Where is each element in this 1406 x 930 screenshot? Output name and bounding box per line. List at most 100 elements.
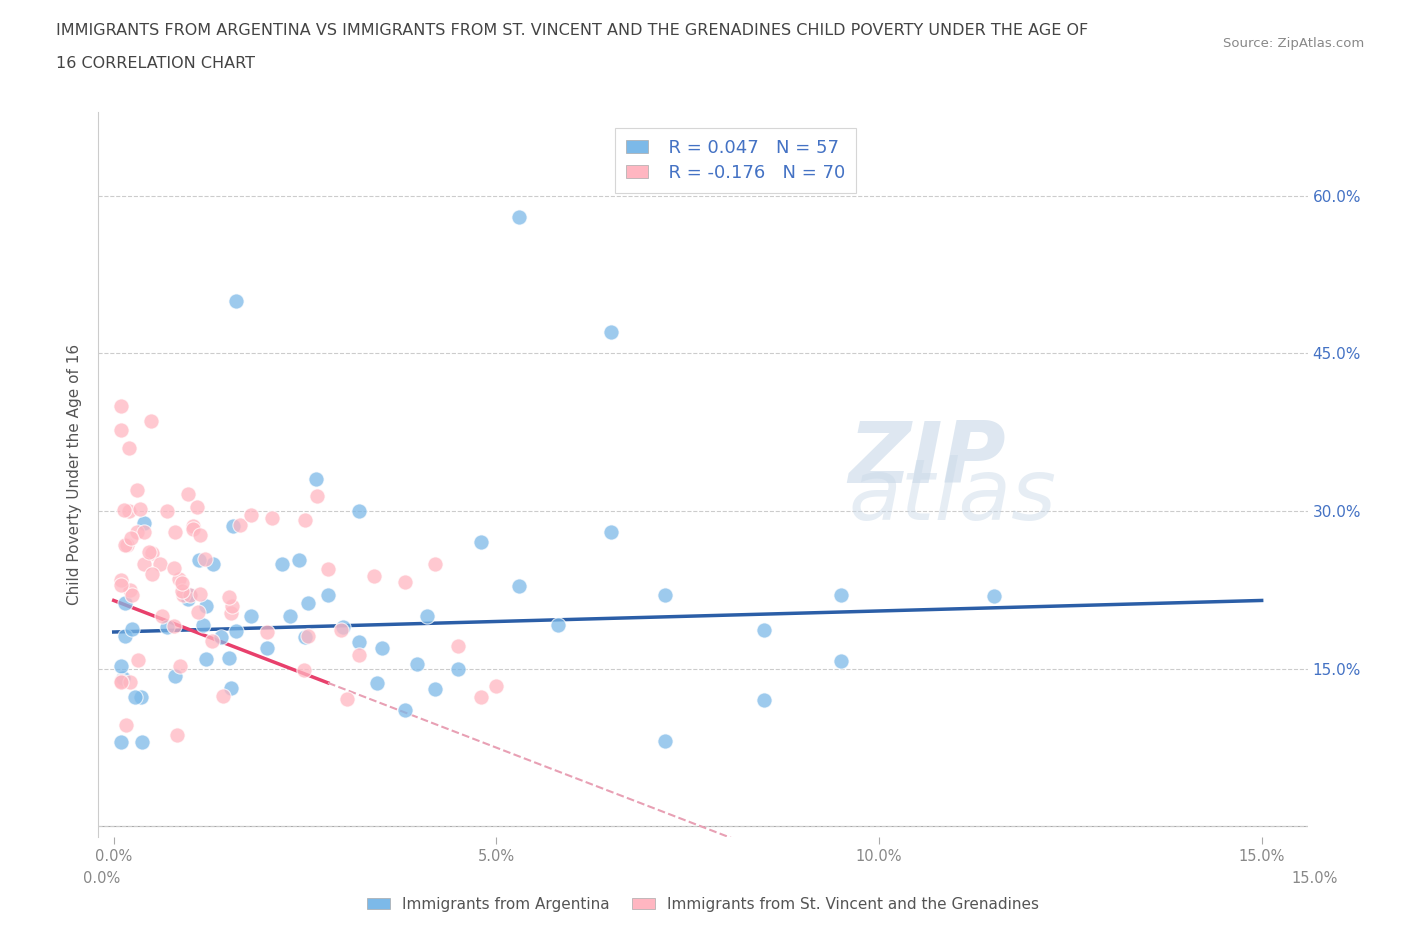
Point [129, 501, 152, 516]
Point [332, 619, 354, 634]
Point [114, 629, 136, 644]
Point [118, 441, 141, 456]
Text: 15.0%: 15.0% [1292, 871, 1337, 886]
Point [111, 671, 134, 685]
Point [172, 588, 194, 603]
Point [125, 483, 148, 498]
Point [447, 639, 470, 654]
Point [485, 678, 508, 693]
Point [163, 618, 186, 633]
Point [347, 504, 370, 519]
Point [218, 590, 240, 604]
Point [176, 486, 198, 501]
Point [110, 735, 132, 750]
Point [179, 588, 201, 603]
Point [110, 674, 132, 689]
Point [288, 552, 311, 567]
Point [754, 623, 776, 638]
Point [138, 545, 160, 560]
Point [347, 634, 370, 649]
Point [209, 630, 232, 644]
Point [150, 609, 173, 624]
Point [221, 519, 243, 534]
Point [125, 525, 148, 539]
Point [172, 583, 194, 598]
Point [110, 399, 132, 414]
Point [370, 641, 392, 656]
Point [167, 572, 190, 587]
Point [406, 657, 429, 671]
Point [114, 595, 136, 610]
Point [139, 414, 162, 429]
Text: atlas: atlas [848, 455, 1056, 538]
Point [121, 621, 143, 636]
Point [114, 538, 136, 552]
Y-axis label: Child Poverty Under the Age of 16: Child Poverty Under the Age of 16 [67, 344, 83, 604]
Text: 0.0%: 0.0% [83, 871, 120, 886]
Point [212, 689, 235, 704]
Point [547, 618, 569, 632]
Point [423, 557, 446, 572]
Point [141, 546, 163, 561]
Point [256, 625, 278, 640]
Point [115, 718, 138, 733]
Point [508, 209, 530, 224]
Point [292, 663, 315, 678]
Point [188, 528, 211, 543]
Point [294, 513, 316, 528]
Point [134, 556, 156, 571]
Point [110, 573, 132, 588]
Point [202, 556, 225, 571]
Point [221, 606, 243, 621]
Point [219, 681, 242, 696]
Text: 16 CORRELATION CHART: 16 CORRELATION CHART [56, 56, 256, 71]
Point [470, 535, 492, 550]
Point [305, 472, 328, 486]
Point [347, 647, 370, 662]
Point [134, 515, 156, 530]
Point [163, 561, 186, 576]
Point [179, 588, 201, 603]
Text: IMMIGRANTS FROM ARGENTINA VS IMMIGRANTS FROM ST. VINCENT AND THE GRENADINES CHIL: IMMIGRANTS FROM ARGENTINA VS IMMIGRANTS … [56, 23, 1088, 38]
Point [131, 735, 153, 750]
Point [654, 733, 676, 748]
Point [121, 588, 143, 603]
Point [600, 525, 623, 539]
Point [240, 609, 263, 624]
Point [256, 641, 278, 656]
Point [118, 504, 141, 519]
Point [336, 692, 359, 707]
Point [316, 588, 339, 603]
Point [225, 293, 247, 308]
Point [830, 654, 852, 669]
Point [177, 591, 200, 606]
Point [294, 630, 316, 644]
Point [118, 674, 141, 689]
Point [297, 595, 319, 610]
Point [181, 522, 204, 537]
Point [229, 517, 252, 532]
Point [149, 556, 172, 571]
Point [110, 422, 132, 437]
Point [470, 689, 492, 704]
Point [394, 702, 416, 717]
Point [187, 604, 209, 619]
Point [163, 525, 186, 539]
Point [194, 651, 217, 666]
Point [654, 588, 676, 603]
Point [508, 578, 530, 593]
Point [416, 609, 439, 624]
Point [156, 619, 179, 634]
Point [110, 658, 132, 673]
Point [129, 690, 152, 705]
Point [240, 508, 263, 523]
Point [169, 658, 191, 673]
Point [110, 673, 132, 688]
Text: Source: ZipAtlas.com: Source: ZipAtlas.com [1223, 37, 1364, 50]
Point [188, 552, 211, 567]
Point [983, 589, 1005, 604]
Point [447, 661, 470, 676]
Point [305, 488, 328, 503]
Point [156, 504, 179, 519]
Point [271, 556, 294, 571]
